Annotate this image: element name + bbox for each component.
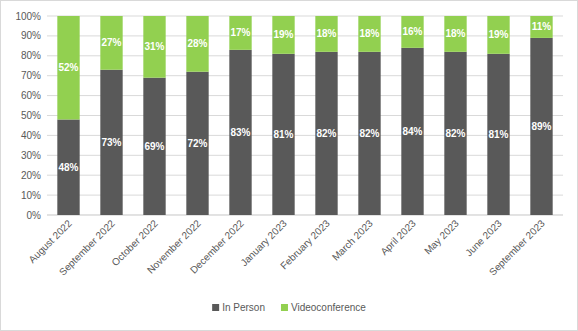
data-label: 82% bbox=[316, 128, 336, 139]
bar-segment bbox=[143, 16, 165, 78]
bars bbox=[57, 16, 552, 215]
bar-segment bbox=[530, 38, 552, 215]
grid-line bbox=[47, 115, 563, 116]
bar-segment bbox=[401, 48, 423, 215]
grid-line bbox=[47, 35, 563, 36]
bar-segment bbox=[100, 16, 122, 70]
grid-line bbox=[47, 95, 563, 96]
data-label: 82% bbox=[359, 128, 379, 139]
bar-segment bbox=[401, 16, 423, 48]
data-label: 31% bbox=[144, 41, 164, 52]
bar-segment bbox=[57, 16, 79, 119]
bar-segment bbox=[272, 16, 294, 54]
chart: 0% 10% 20% 30% 40% 50% 60% 70% 80% 90% 100% 48% 73% 6… bbox=[0, 0, 578, 331]
data-label: 72% bbox=[187, 138, 207, 149]
bar-segment bbox=[487, 54, 509, 215]
bar-segment bbox=[186, 16, 208, 72]
x-tick-label: June 2023 bbox=[463, 217, 504, 258]
bar-segment bbox=[315, 16, 337, 52]
y-tick-label: 30% bbox=[21, 150, 41, 161]
bar-segment bbox=[358, 52, 380, 215]
data-label: 48% bbox=[58, 162, 78, 173]
data-label: 17% bbox=[230, 27, 250, 38]
y-tick-label: 70% bbox=[21, 70, 41, 81]
data-label: 52% bbox=[58, 62, 78, 73]
chart-border bbox=[1, 1, 578, 331]
x-tick-label: September 2022 bbox=[57, 217, 117, 277]
bar-segment bbox=[229, 50, 251, 215]
bar-segment bbox=[143, 78, 165, 215]
data-labels: 48% 73% 69% 72% 83% 81% 82% 82% 84% 82% 81% 89% 52% 2… bbox=[58, 21, 551, 172]
legend-label: Videoconference bbox=[291, 302, 366, 313]
data-label: 81% bbox=[488, 129, 508, 140]
x-tick-label: March 2023 bbox=[330, 217, 375, 262]
data-label: 19% bbox=[273, 29, 293, 40]
data-label: 19% bbox=[488, 29, 508, 40]
y-tick-label: 50% bbox=[21, 110, 41, 121]
x-tick-label: April 2023 bbox=[378, 217, 418, 257]
bar-segment bbox=[315, 52, 337, 215]
x-tick-label: February 2023 bbox=[278, 217, 332, 271]
bar-segment bbox=[229, 16, 251, 50]
grid-line bbox=[47, 155, 563, 156]
grid-line bbox=[47, 175, 563, 176]
bar-segment bbox=[358, 16, 380, 52]
data-label: 81% bbox=[273, 129, 293, 140]
data-label: 18% bbox=[359, 28, 379, 39]
bar-segment bbox=[530, 16, 552, 38]
grid-line bbox=[47, 215, 563, 216]
data-label: 16% bbox=[402, 26, 422, 37]
x-tick-label: September 2023 bbox=[487, 217, 547, 277]
bar-segment bbox=[57, 119, 79, 215]
data-label: 18% bbox=[445, 28, 465, 39]
data-label: 83% bbox=[230, 127, 250, 138]
x-tick-label: August 2022 bbox=[26, 217, 74, 265]
data-label: 84% bbox=[402, 126, 422, 137]
y-tick-label: 90% bbox=[21, 30, 41, 41]
grid-line bbox=[47, 195, 563, 196]
bar-segment bbox=[444, 16, 466, 52]
y-tick-label: 40% bbox=[21, 130, 41, 141]
legend-swatch bbox=[281, 304, 288, 311]
y-tick-label: 20% bbox=[21, 170, 41, 181]
legend-label: In Person bbox=[222, 302, 265, 313]
x-tick-label: May 2023 bbox=[422, 217, 461, 256]
data-label: 11% bbox=[532, 21, 552, 32]
data-label: 69% bbox=[144, 141, 164, 152]
grid-line bbox=[47, 135, 563, 136]
data-label: 28% bbox=[187, 38, 207, 49]
grid-line bbox=[47, 75, 563, 76]
bar-segment bbox=[487, 16, 509, 54]
x-axis-line bbox=[47, 215, 563, 216]
grid-line bbox=[47, 55, 563, 56]
y-tick-label: 10% bbox=[21, 190, 41, 201]
bar-segment bbox=[444, 52, 466, 215]
y-tick-label: 60% bbox=[21, 90, 41, 101]
y-tick-label: 80% bbox=[21, 50, 41, 61]
y-tick-label: 100% bbox=[15, 11, 41, 22]
data-label: 27% bbox=[101, 37, 121, 48]
bar-segment bbox=[100, 70, 122, 215]
data-label: 18% bbox=[316, 28, 336, 39]
data-label: 82% bbox=[445, 128, 465, 139]
data-label: 89% bbox=[531, 121, 551, 132]
grid-line bbox=[47, 16, 563, 17]
y-tick-label: 0% bbox=[27, 210, 42, 221]
bar-segment bbox=[272, 54, 294, 215]
data-label: 73% bbox=[101, 137, 121, 148]
legend: In Person Videoconference bbox=[212, 302, 366, 313]
bar-segment bbox=[186, 72, 208, 215]
legend-swatch bbox=[212, 304, 219, 311]
x-tick-label: December 2022 bbox=[188, 217, 246, 275]
